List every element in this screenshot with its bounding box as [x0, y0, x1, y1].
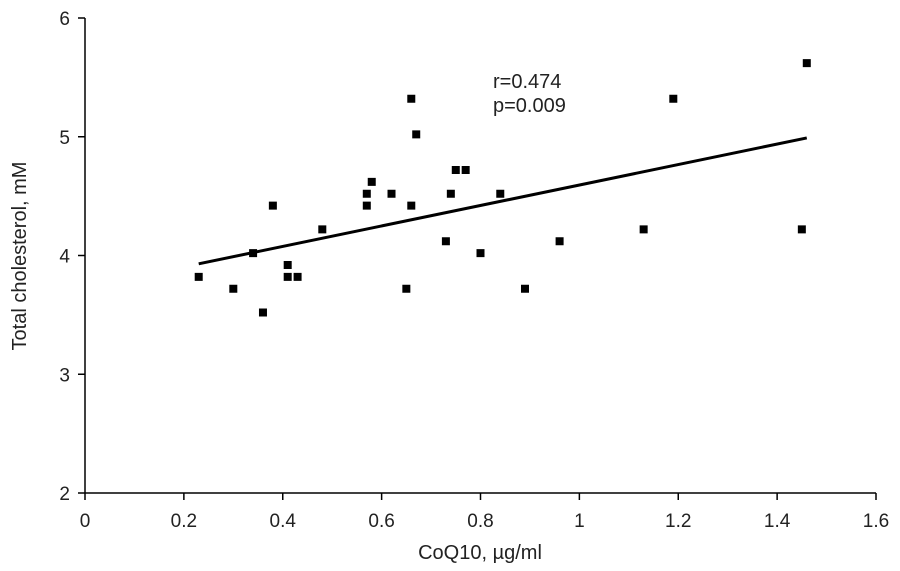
- data-point: [451, 166, 460, 174]
- data-point: [318, 225, 327, 234]
- data-point: [555, 237, 564, 246]
- data-point: [520, 284, 529, 293]
- data-point: [293, 272, 302, 281]
- x-tick-label: 0.4: [270, 511, 297, 532]
- data-point: [362, 201, 371, 210]
- data-point: [441, 237, 450, 246]
- data-point: [669, 94, 678, 103]
- data-point: [412, 130, 421, 139]
- y-tick-label: 2: [59, 484, 70, 505]
- x-axis-title: CoQ10, µg/ml: [418, 542, 542, 564]
- data-point: [446, 189, 455, 198]
- x-tick-label: 0.6: [368, 511, 394, 532]
- y-tick-label: 3: [59, 365, 70, 386]
- labels: r=0.474 p=0.009 CoQ10, µg/ml Total chole…: [9, 71, 566, 564]
- x-tick-label: 0.2: [171, 511, 197, 532]
- x-tick-label: 0: [80, 511, 91, 532]
- data-point: [258, 308, 267, 317]
- x-tick-label: 1.4: [764, 511, 791, 532]
- data-point: [367, 177, 376, 186]
- data-point: [229, 284, 238, 293]
- data-point: [407, 201, 416, 210]
- data-point: [802, 59, 811, 68]
- x-tick-label: 1.6: [863, 511, 889, 532]
- x-tick-label: 1.2: [665, 511, 691, 532]
- data-points: [194, 59, 811, 317]
- data-point: [407, 94, 416, 103]
- data-point: [249, 249, 258, 258]
- data-point: [283, 261, 292, 269]
- data-point: [461, 166, 470, 174]
- y-tick-label: 5: [59, 128, 70, 149]
- data-point: [268, 201, 277, 210]
- data-point: [639, 225, 648, 234]
- data-point: [194, 272, 203, 281]
- annotation-p: p=0.009: [493, 95, 566, 117]
- trendline: [198, 136, 808, 266]
- y-tick-label: 6: [59, 9, 70, 30]
- y-axis-title: Total cholesterol, mM: [9, 162, 31, 351]
- data-point: [496, 189, 505, 198]
- data-point: [387, 189, 396, 198]
- data-point: [476, 249, 485, 258]
- data-point: [362, 189, 371, 198]
- data-point: [402, 284, 411, 293]
- x-tick-label: 1: [574, 511, 585, 532]
- x-tick-label: 0.8: [467, 511, 493, 532]
- data-point: [283, 272, 292, 281]
- trendline-group: [198, 136, 808, 266]
- axes: 2 3 4 5 6 0 0.2 0.4 0.6 0.8 1 1.2 1.4 1.6: [59, 9, 889, 532]
- y-tick-label: 4: [59, 247, 70, 268]
- data-point: [797, 225, 806, 234]
- annotation-r: r=0.474: [493, 71, 561, 93]
